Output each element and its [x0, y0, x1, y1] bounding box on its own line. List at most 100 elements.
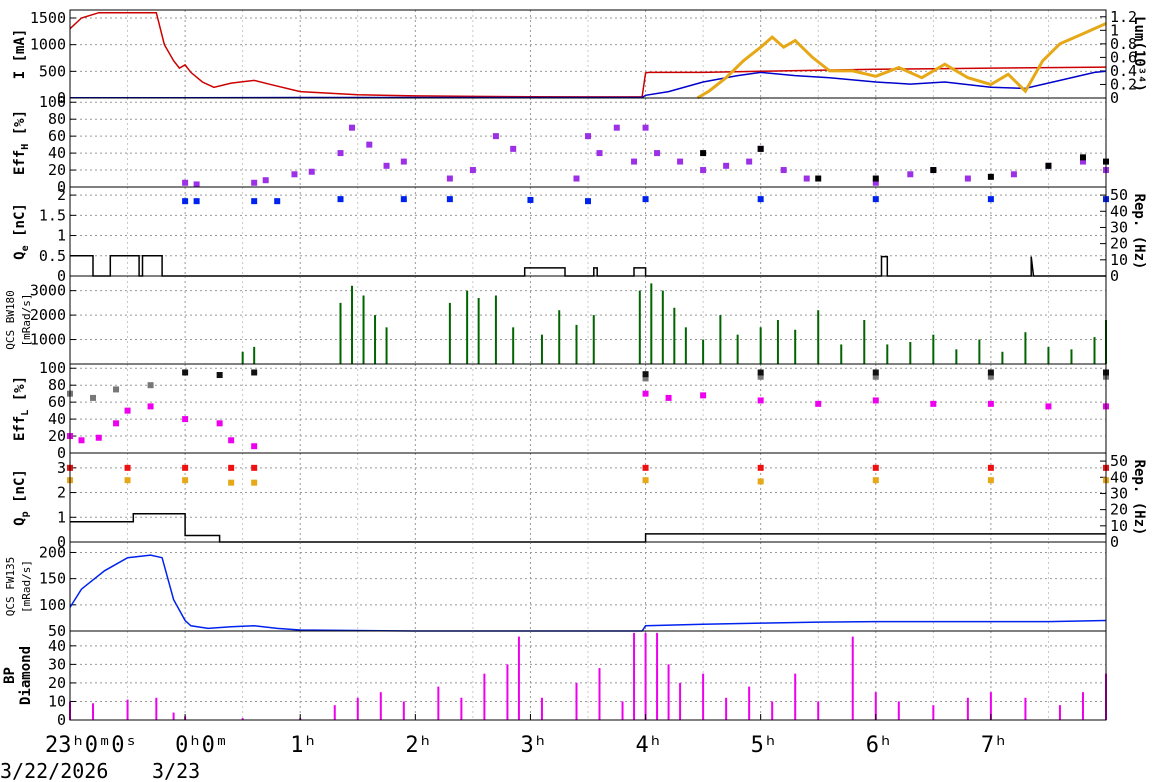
y2-tick-label: 1.2 — [1110, 8, 1137, 26]
series-line — [70, 512, 1106, 543]
y2-tick-label: 1 — [1110, 21, 1119, 39]
data-point — [251, 443, 258, 450]
data-point — [308, 168, 315, 175]
panel-frame — [69, 275, 1107, 365]
series-7-1 — [69, 554, 1107, 632]
data-point — [700, 392, 707, 399]
y2-tick-label: 0.6 — [1110, 48, 1137, 66]
y2-tick-label: 40 — [1110, 468, 1128, 486]
data-point — [262, 177, 269, 184]
data-point — [757, 196, 764, 203]
data-point — [585, 133, 591, 140]
series-1-3 — [696, 22, 1107, 100]
data-point — [987, 173, 994, 180]
data-point — [757, 397, 764, 404]
data-point — [757, 464, 764, 471]
y2-tick-label: 10 — [1110, 251, 1128, 269]
data-point — [182, 179, 189, 186]
data-point — [251, 479, 258, 486]
data-point — [95, 434, 102, 441]
y-tick-label: 1000 — [30, 331, 66, 349]
data-point — [642, 375, 649, 382]
data-point — [746, 158, 753, 165]
date-label-start: 3/22/2026 — [0, 759, 108, 782]
data-point — [492, 133, 499, 140]
data-point — [987, 477, 994, 484]
data-point — [193, 198, 200, 205]
data-point — [78, 437, 85, 444]
x-tick-label: 7ʰ — [981, 733, 1008, 758]
data-point — [872, 175, 879, 182]
data-point — [665, 394, 672, 401]
data-point — [654, 150, 661, 157]
data-point — [1045, 403, 1052, 410]
data-point — [510, 145, 517, 152]
y-tick-label: 50 — [48, 622, 66, 640]
data-point — [872, 179, 879, 186]
date-label-next: 3/23 — [152, 759, 200, 782]
data-point — [251, 179, 258, 186]
data-point — [182, 198, 189, 205]
data-point — [700, 150, 707, 157]
y-tick-label: 2 — [57, 484, 66, 502]
data-point — [642, 464, 649, 471]
panel-7: 50 100 150 200 QCS FW135 [mRad/s] — [4, 541, 1107, 640]
data-point — [446, 175, 453, 182]
data-point — [527, 196, 534, 203]
y-tick-label: 0 — [57, 533, 66, 551]
y2-tick-label: 0.4 — [1110, 62, 1137, 80]
series-5-2 — [67, 373, 1109, 401]
y2-tick-label: 50 — [1110, 186, 1128, 204]
y-tick-label: 60 — [48, 127, 66, 145]
series-6-3 — [70, 512, 1106, 543]
y-tick-label: 1500 — [30, 9, 66, 27]
y-tick-label: 40 — [48, 410, 66, 428]
series-1-1 — [69, 11, 1107, 98]
y-tick-label: 0.5 — [39, 247, 66, 265]
data-point — [400, 196, 407, 203]
data-point — [251, 369, 258, 376]
data-point — [723, 162, 730, 169]
data-point — [113, 420, 120, 427]
y-axis-label: Qe [nC] — [12, 203, 31, 260]
y-tick-label: 500 — [39, 62, 66, 80]
data-point — [124, 464, 131, 471]
data-point — [469, 167, 476, 174]
y2-tick-label: 50 — [1110, 452, 1128, 470]
data-point — [251, 464, 258, 471]
y2-tick-label: 20 — [1110, 235, 1128, 253]
y-tick-label: 100 — [39, 596, 66, 614]
y-tick-label: 60 — [48, 393, 66, 411]
data-point — [193, 181, 200, 188]
data-point — [987, 369, 994, 376]
data-point — [124, 477, 131, 484]
data-point — [337, 196, 344, 203]
y-tick-label: 200 — [39, 543, 66, 561]
data-point — [815, 175, 822, 182]
y-tick-label: 1000 — [30, 36, 66, 54]
x-tick-label: 5ʰ — [751, 733, 778, 758]
y2-axis-label: Rep. (Hz) — [1131, 194, 1147, 270]
data-point — [1079, 154, 1086, 161]
x-start-label: 23ʰ0ᵐ0ˢ — [45, 733, 138, 758]
y-tick-label: 80 — [48, 376, 66, 394]
data-point — [1010, 171, 1017, 178]
y-axis-label: Qp [nC] — [12, 469, 31, 526]
y-axis-label: BP — [2, 667, 18, 684]
data-point — [228, 479, 235, 486]
data-point — [274, 198, 281, 205]
data-point — [964, 175, 971, 182]
y-tick-label: 100 — [39, 359, 66, 377]
data-point — [907, 171, 914, 178]
data-point — [872, 369, 879, 376]
data-point — [987, 400, 994, 407]
y2-tick-label: 0 — [1110, 267, 1119, 285]
data-point — [872, 464, 879, 471]
y-tick-label: 3000 — [30, 282, 66, 300]
y-tick-label: 0 — [57, 267, 66, 285]
data-point — [780, 167, 787, 174]
y-axis-label: EffL [%] — [12, 376, 31, 441]
